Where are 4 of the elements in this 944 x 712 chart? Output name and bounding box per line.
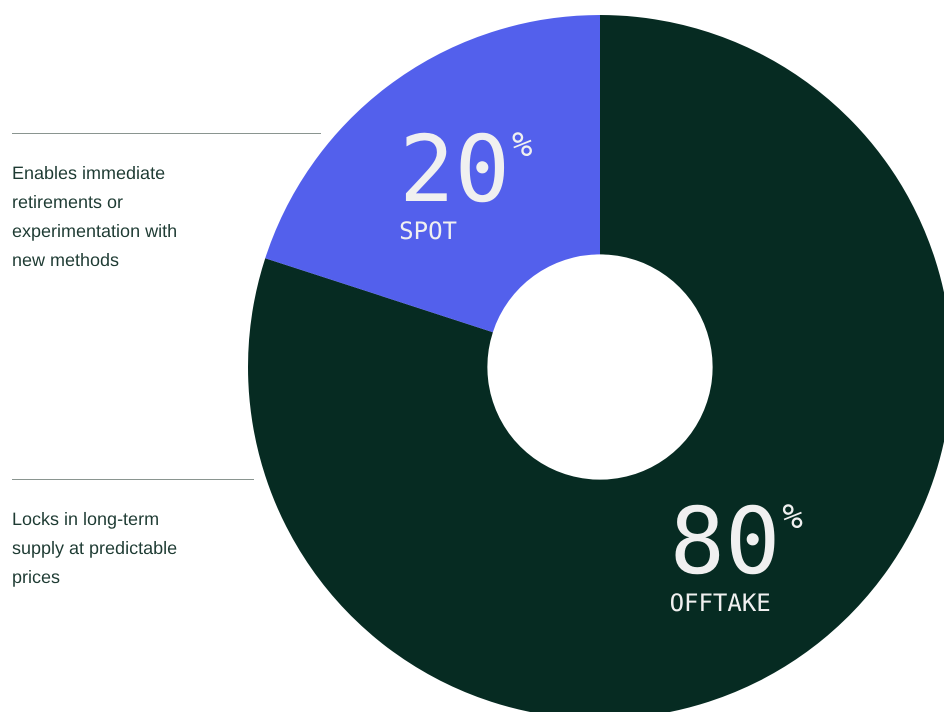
slice-label: SPOT bbox=[399, 216, 457, 245]
text: Locks in long-term supply at predictable prices bbox=[12, 508, 178, 589]
text: Enables immediate retirements or experimentation with new methods bbox=[12, 162, 178, 272]
slice-label: OFFTAKE bbox=[670, 589, 771, 618]
